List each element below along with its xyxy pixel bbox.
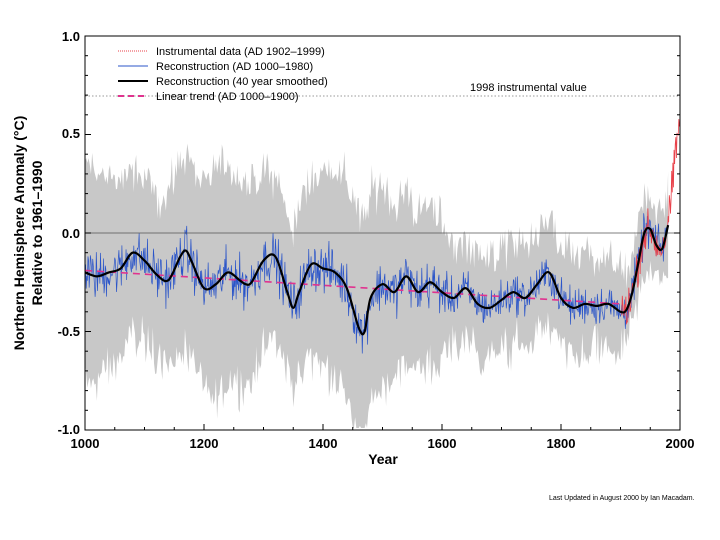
legend: Instrumental data (AD 1902–1999) Reconst… [118,46,328,103]
x-tick-label: 1000 [71,436,100,451]
x-tick-label: 1200 [190,436,219,451]
x-tick-label: 1400 [309,436,338,451]
smoothed-reconstruction-line [84,224,670,336]
y-tick-label: 1.0 [62,29,80,44]
legend-label-reconstruction: Reconstruction (AD 1000–1980) [156,61,313,73]
x-tick-label: 1800 [547,436,576,451]
series-layer [84,224,670,336]
y-tick-label: -1.0 [58,422,80,437]
y-axis-title-line2: Relative to 1961–1990 [29,160,45,305]
linear-trend-line [84,269,621,305]
annotation-1998: 1998 instrumental value [470,82,587,94]
legend-label-instrumental: Instrumental data (AD 1902–1999) [156,46,325,58]
legend-label-smoothed: Reconstruction (40 year smoothed) [156,76,328,88]
footer-note: Last Updated in August 2000 by Ian Macad… [549,495,695,502]
y-axis-title-line1: Northern Hemisphere Anomaly (°C) [11,116,27,351]
x-tick-label: 1600 [428,436,457,451]
y-tick-label: 0.0 [62,226,80,241]
legend-label-trend: Linear trend (AD 1000–1900) [156,91,298,103]
y-tick-label: -0.5 [58,324,80,339]
y-tick-label: 0.5 [62,126,80,141]
reconstruction-line [84,213,669,354]
x-tick-label: 2000 [666,436,695,451]
x-axis-title: Year [368,451,398,467]
tick-marks [84,35,681,431]
